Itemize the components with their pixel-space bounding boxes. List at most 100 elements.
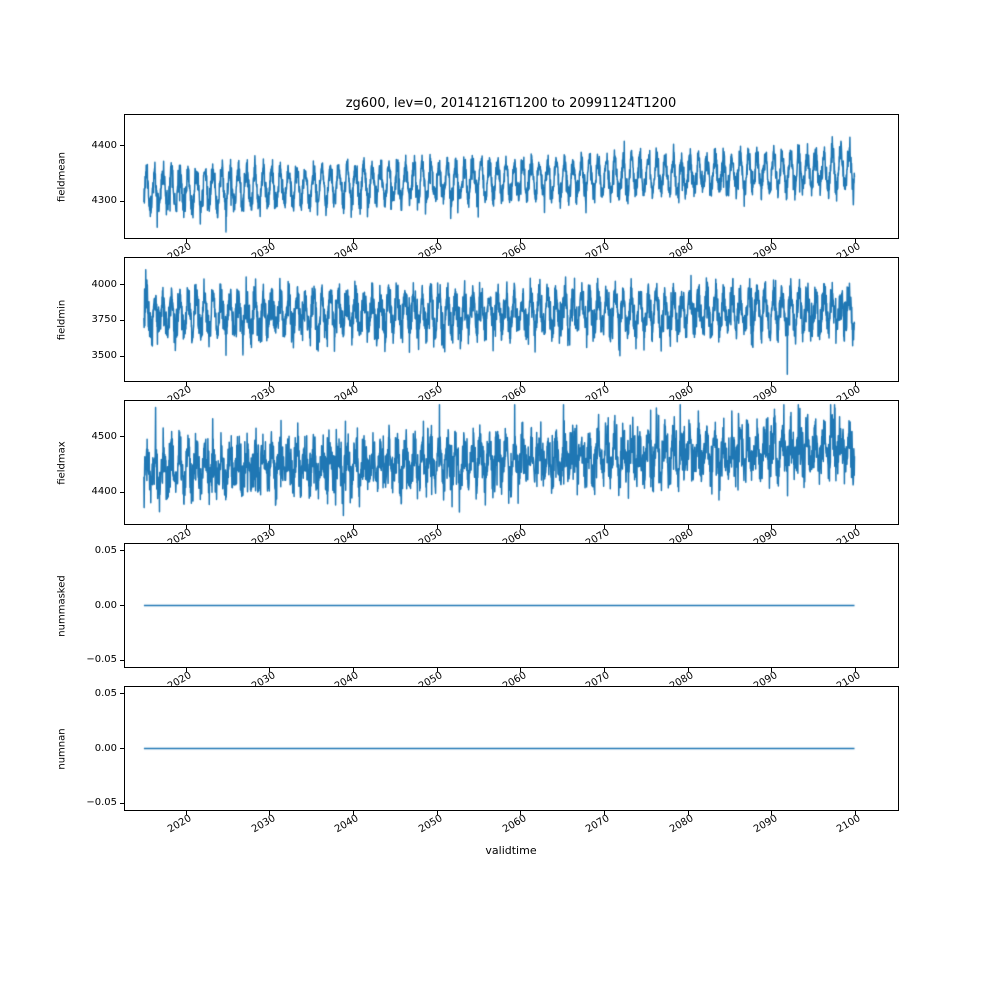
x-tick [771,811,773,815]
x-tick [687,668,689,672]
x-tick [269,811,271,815]
y-tick-label: 3500 [91,350,117,361]
x-tick [603,811,605,815]
x-tick-label: 2030 [249,527,278,544]
y-tick-label: 4300 [91,195,117,207]
panel-fieldmean [124,114,899,239]
x-tick [771,382,773,386]
x-tick-label: 2080 [667,241,696,258]
plot-line-canvas-fieldmax [125,401,898,524]
x-tick-label: 2060 [500,813,529,836]
x-tick [269,382,271,386]
x-tick-label: 2020 [166,384,194,401]
x-axis-label: validtime [485,844,537,857]
figure-title: zg600, lev=0, 20141216T1200 to 20991124T… [345,96,677,111]
y-tick [120,284,124,286]
x-tick-label: 2040 [333,813,361,836]
x-tick [687,239,689,243]
x-tick [854,668,856,672]
x-tick-label: 2050 [416,813,445,836]
x-tick-label: 2100 [835,527,863,544]
y-tick [120,659,124,661]
x-tick-label: 2080 [667,670,696,687]
x-tick-label: 2060 [500,527,529,544]
x-tick [185,668,187,672]
x-tick-label: 2080 [667,527,696,544]
x-tick-label: 2030 [249,384,278,401]
x-tick-label: 2090 [751,813,780,836]
x-tick-label: 2070 [584,670,612,687]
x-tick [854,811,856,815]
y-tick [120,436,124,438]
x-tick [603,668,605,672]
y-tick [120,605,124,606]
x-tick-label: 2040 [333,670,361,687]
xtick-labels-numnan: 2020 2030 2040 2050 2060 2070 2080 2090 2100 [0,812,1000,858]
x-tick-label: 2040 [333,241,361,258]
x-tick [269,239,271,243]
x-tick [520,382,522,386]
x-tick-label: 2100 [835,670,863,687]
x-tick [352,239,354,243]
x-tick [185,525,187,529]
x-tick [687,525,689,529]
x-tick [352,668,354,672]
x-tick [436,668,438,672]
x-tick [185,239,187,243]
y-tick-label: 4400 [91,486,117,497]
y-tick [120,145,124,147]
panel-fieldmax [124,400,899,525]
x-tick-label: 2060 [500,384,529,401]
x-tick-label: 2020 [166,813,194,836]
x-tick-label: 2090 [751,670,780,687]
x-tick-label: 2060 [500,241,529,258]
x-tick [854,382,856,386]
x-tick-label: 2080 [667,813,696,836]
x-tick [352,382,354,386]
x-tick [269,525,271,529]
x-tick-label: 2070 [584,527,612,544]
x-tick [771,668,773,672]
x-tick [854,239,856,243]
y-tick [120,802,124,804]
plot-line-canvas-fieldmean [125,115,898,238]
y-axis-label-fieldmax: fieldmax [56,440,68,485]
x-tick-label: 2030 [249,813,278,836]
x-tick-label: 2050 [416,670,445,687]
plot-line-canvas-fieldmin [125,258,898,381]
x-tick-label: 2100 [835,241,863,258]
x-tick-label: 2040 [333,384,361,401]
y-tick-label: 4000 [91,278,117,290]
panel-numnan [124,686,899,811]
y-tick [120,491,124,493]
plot-line-canvas-numnan [125,687,898,810]
x-tick-label: 2020 [166,241,194,258]
x-tick [436,525,438,529]
y-tick [120,200,124,202]
plot-line-canvas-nummasked [125,544,898,667]
x-tick-label: 2090 [751,527,780,544]
x-tick-label: 2050 [416,527,445,544]
x-tick [687,811,689,815]
y-tick-label: 4500 [91,430,117,442]
x-tick-label: 2030 [249,241,278,258]
x-tick [436,382,438,386]
x-tick [520,239,522,243]
x-tick-label: 2100 [835,384,863,401]
x-tick [603,382,605,386]
x-tick [352,525,354,529]
x-tick-label: 2090 [751,384,780,401]
xtick-labels-fieldmean: 2020 2030 2040 2050 2060 2070 2080 2090 2100 [0,240,1000,258]
y-tick [120,355,124,357]
x-tick [854,525,856,529]
x-tick-label: 2080 [667,384,696,401]
x-tick-label: 2070 [584,384,612,401]
x-tick [269,668,271,672]
x-tick [185,811,187,815]
x-tick [436,811,438,815]
x-tick-label: 2100 [835,813,863,836]
xtick-labels-fieldmin: 2020 2030 2040 2050 2060 2070 2080 2090 2100 [0,383,1000,401]
x-tick-label: 2070 [584,241,612,258]
x-tick [352,811,354,815]
